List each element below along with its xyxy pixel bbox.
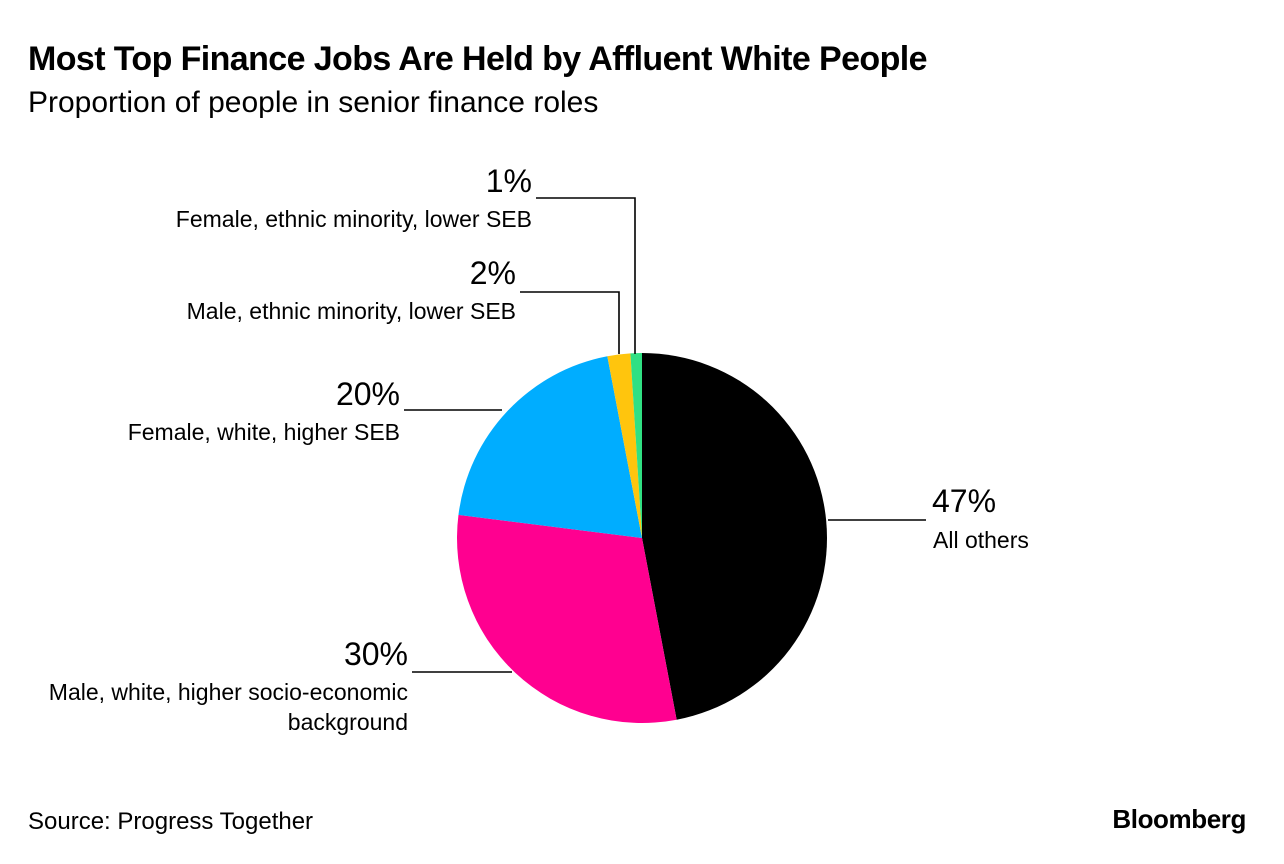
data-label-male-white: Male, white, higher socio-economic backg… xyxy=(48,679,408,735)
data-label-female-white-pct: 20% xyxy=(335,376,400,412)
pie-slice-3 xyxy=(607,353,642,538)
leader-line-3 xyxy=(520,291,620,354)
pie-slice-2 xyxy=(458,356,642,538)
data-label-female-minority-pct: 1% xyxy=(485,163,532,199)
data-label-all-others: All others xyxy=(933,527,1029,553)
data-label-male-white-pct: 30% xyxy=(343,636,408,672)
pie-slice-0 xyxy=(642,352,828,720)
data-label-female-white: Female, white, higher SEB xyxy=(127,419,400,445)
bloomberg-logo: Bloomberg xyxy=(1112,804,1246,834)
data-label-male-minority: Male, ethnic minority, lower SEB xyxy=(186,298,516,324)
source-note: Source: Progress Together xyxy=(28,808,314,835)
chart-subtitle: Proportion of people in senior finance r… xyxy=(28,86,599,119)
chart-title: Most Top Finance Jobs Are Held by Afflue… xyxy=(28,40,928,78)
leader-line-4 xyxy=(536,197,636,354)
data-label-female-minority: Female, ethnic minority, lower SEB xyxy=(175,206,532,232)
data-label-male-minority-pct: 2% xyxy=(469,255,516,291)
pie-slice-4 xyxy=(630,353,642,538)
pie-slice-1 xyxy=(457,514,677,723)
data-label-all-others-pct: 47% xyxy=(932,483,997,519)
